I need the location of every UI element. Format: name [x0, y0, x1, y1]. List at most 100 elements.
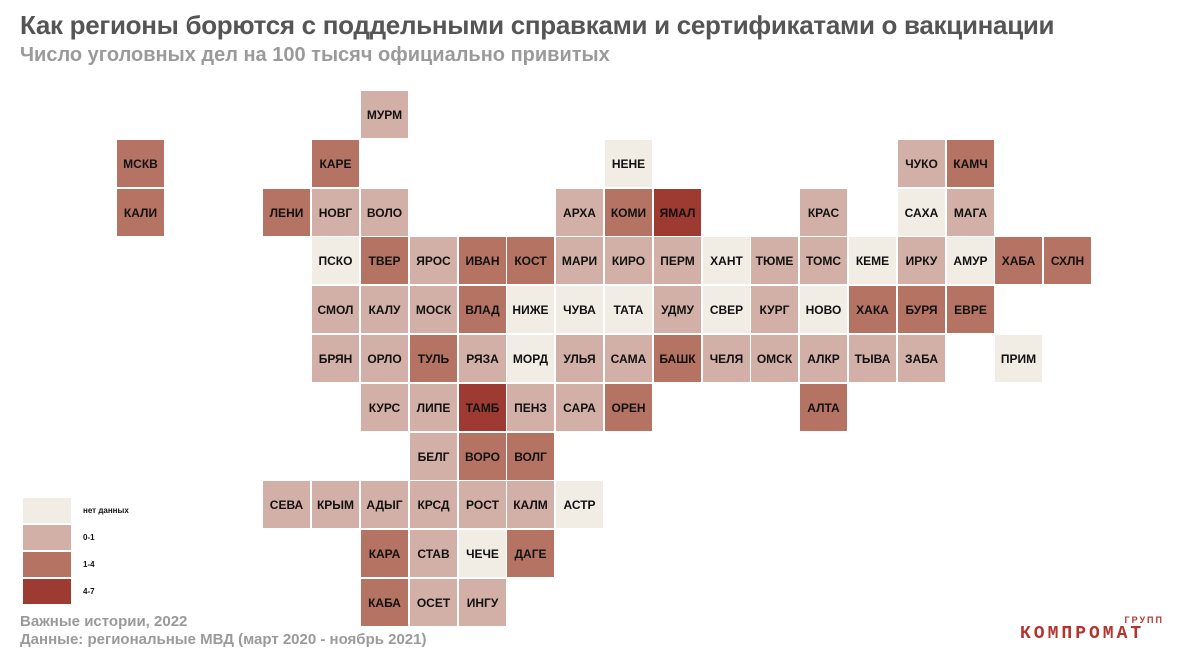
region-tile: НОВГ [312, 189, 359, 236]
region-tile: АЛКР [800, 335, 847, 382]
region-tile: ТАМБ [459, 384, 506, 431]
region-tile: ОСЕТ [410, 579, 457, 626]
region-tile: БЕЛГ [410, 433, 457, 480]
region-tile: СТАВ [410, 530, 457, 577]
region-tile: ВОЛГ [507, 433, 554, 480]
region-tile: МСКВ [117, 140, 164, 187]
region-tile: ДАГЕ [507, 530, 554, 577]
region-tile: ВЛАД [459, 286, 506, 333]
region-tile: ОРЛО [361, 335, 408, 382]
region-tile: АРХА [556, 189, 603, 236]
region-tile: КУРГ [751, 286, 798, 333]
region-tile: КАЛИ [117, 189, 164, 236]
region-tile: СВЕР [703, 286, 750, 333]
region-tile: ЗАБА [898, 335, 945, 382]
region-tile: ПСКО [312, 237, 359, 284]
region-tile: АСТР [556, 481, 603, 528]
region-tile: ХАНТ [703, 237, 750, 284]
region-tile: АЛТА [800, 384, 847, 431]
region-tile: СМОЛ [312, 286, 359, 333]
region-tile: ОРЕН [605, 384, 652, 431]
legend-swatch [23, 525, 71, 550]
region-tile: КУРС [361, 384, 408, 431]
region-tile: ТАТА [605, 286, 652, 333]
region-tile: АДЫГ [361, 481, 408, 528]
footer-source: Данные: региональные МВД (март 2020 - но… [20, 631, 427, 648]
region-tile: МАРИ [556, 237, 603, 284]
region-tile: АМУР [947, 237, 994, 284]
region-tile: МУРМ [361, 91, 408, 138]
region-tile: КИРО [605, 237, 652, 284]
region-tile: ЛЕНИ [263, 189, 310, 236]
region-tile: ЛИПЕ [410, 384, 457, 431]
logo-text: КОМПРОМАТ [1020, 624, 1145, 644]
region-tile: СЕВА [263, 481, 310, 528]
region-tile: ВОЛО [361, 189, 408, 236]
region-tile: ИРКУ [898, 237, 945, 284]
region-tile: МАГА [947, 189, 994, 236]
logo-subtext: ГРУПП [1124, 615, 1164, 625]
region-tile: ЯРОС [410, 237, 457, 284]
legend-label: 0-1 [83, 533, 95, 542]
legend-swatch [23, 552, 71, 577]
region-tile: БУРЯ [898, 286, 945, 333]
region-tile: РЯЗА [459, 335, 506, 382]
region-tile: ХАБА [995, 237, 1042, 284]
region-tile: БАШК [654, 335, 701, 382]
region-tile: САХА [898, 189, 945, 236]
region-tile: БРЯН [312, 335, 359, 382]
region-tile: ТОМС [800, 237, 847, 284]
legend-label: 4-7 [83, 587, 95, 596]
region-tile: КАМЧ [947, 140, 994, 187]
legend-label: нет данных [83, 506, 129, 515]
region-tile: КОМИ [605, 189, 652, 236]
region-tile: ТЫВА [849, 335, 896, 382]
region-tile: ИНГУ [459, 579, 506, 626]
region-tile: ПЕРМ [654, 237, 701, 284]
region-tile: ОМСК [751, 335, 798, 382]
region-tile: КАЛМ [507, 481, 554, 528]
region-tile: КРАС [800, 189, 847, 236]
region-tile: КОСТ [507, 237, 554, 284]
region-tile: ТЮМЕ [751, 237, 798, 284]
region-tile: ЧЕЧЕ [459, 530, 506, 577]
region-tile: ЕВРЕ [947, 286, 994, 333]
region-tile: ЯМАЛ [654, 189, 701, 236]
region-tile: КАРА [361, 530, 408, 577]
footer-credit: Важные истории, 2022 [20, 613, 188, 630]
region-tile: ЧУВА [556, 286, 603, 333]
region-tile: КАБА [361, 579, 408, 626]
region-tile: ПЕНЗ [507, 384, 554, 431]
region-tile: ЧЕЛЯ [703, 335, 750, 382]
region-tile: ТВЕР [361, 237, 408, 284]
region-tile: УЛЬЯ [556, 335, 603, 382]
region-tile: УДМУ [654, 286, 701, 333]
chart-subtitle: Число уголовных дел на 100 тысяч официал… [20, 44, 610, 66]
legend-label: 1-4 [83, 560, 95, 569]
legend-swatch [23, 498, 71, 523]
region-tile: ТУЛЬ [410, 335, 457, 382]
region-tile: КАРЕ [312, 140, 359, 187]
region-tile: МОСК [410, 286, 457, 333]
region-tile: НОВО [800, 286, 847, 333]
chart-title: Как регионы борются с поддельными справк… [20, 10, 1055, 40]
region-tile: КРСД [410, 481, 457, 528]
region-tile: ПРИМ [995, 335, 1042, 382]
kompromat-logo: ГРУПП КОМПРОМАТ [1020, 615, 1170, 652]
region-tile: ЧУКО [898, 140, 945, 187]
region-tile: КЕМЕ [849, 237, 896, 284]
region-tile: НИЖЕ [507, 286, 554, 333]
region-tile: НЕНЕ [605, 140, 652, 187]
region-tile: ИВАН [459, 237, 506, 284]
legend-swatch [23, 579, 71, 604]
region-tile: САМА [605, 335, 652, 382]
region-tile: ХАКА [849, 286, 896, 333]
region-tile: СХЛН [1044, 237, 1091, 284]
region-tile: САРА [556, 384, 603, 431]
footer: Важные истории, 2022 Данные: региональны… [20, 613, 427, 649]
region-tile: МОРД [507, 335, 554, 382]
region-tile: РОСТ [459, 481, 506, 528]
region-tile: ВОРО [459, 433, 506, 480]
region-tile: КАЛУ [361, 286, 408, 333]
region-tile: КРЫМ [312, 481, 359, 528]
